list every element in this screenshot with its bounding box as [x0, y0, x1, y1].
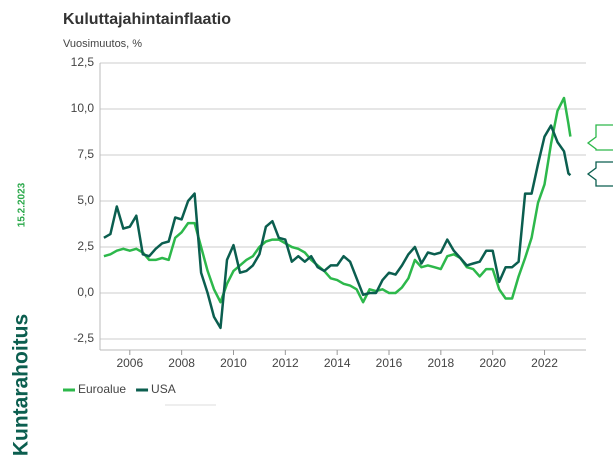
- legend-label: USA: [151, 382, 176, 396]
- x-tick-label: 2016: [376, 356, 403, 370]
- x-tick-label: 2018: [427, 356, 454, 370]
- date-label: 15.2.2023: [17, 182, 28, 227]
- data-line: [103, 124, 572, 330]
- axis-subtitle: Vuosimuutos, %: [63, 38, 142, 50]
- y-tick-label: 2,5: [77, 239, 94, 253]
- x-tick-label: 2010: [220, 356, 247, 370]
- callout-box: [586, 161, 613, 187]
- data-line: [103, 96, 572, 304]
- y-tick-label: 7,5: [77, 147, 94, 161]
- y-tick-label: 10,0: [71, 101, 95, 115]
- chart-title: Kuluttajahintainflaatio: [63, 11, 231, 28]
- callout-box: [586, 124, 613, 151]
- legend-label: Euroalue: [78, 382, 126, 396]
- y-tick-label: 0,0: [77, 285, 94, 299]
- y-tick-label: -2,5: [73, 331, 94, 345]
- x-tick-label: 2006: [116, 356, 143, 370]
- x-tick-label: 2008: [168, 356, 195, 370]
- x-tick-label: 2014: [324, 356, 351, 370]
- brand-logo: Kuntarahoitus: [10, 314, 33, 455]
- y-tick-label: 12,5: [71, 55, 95, 69]
- x-tick-label: 2020: [479, 356, 506, 370]
- y-tick-label: 5,0: [77, 193, 94, 207]
- x-tick-label: 2012: [272, 356, 299, 370]
- x-tick-label: 2022: [531, 356, 558, 370]
